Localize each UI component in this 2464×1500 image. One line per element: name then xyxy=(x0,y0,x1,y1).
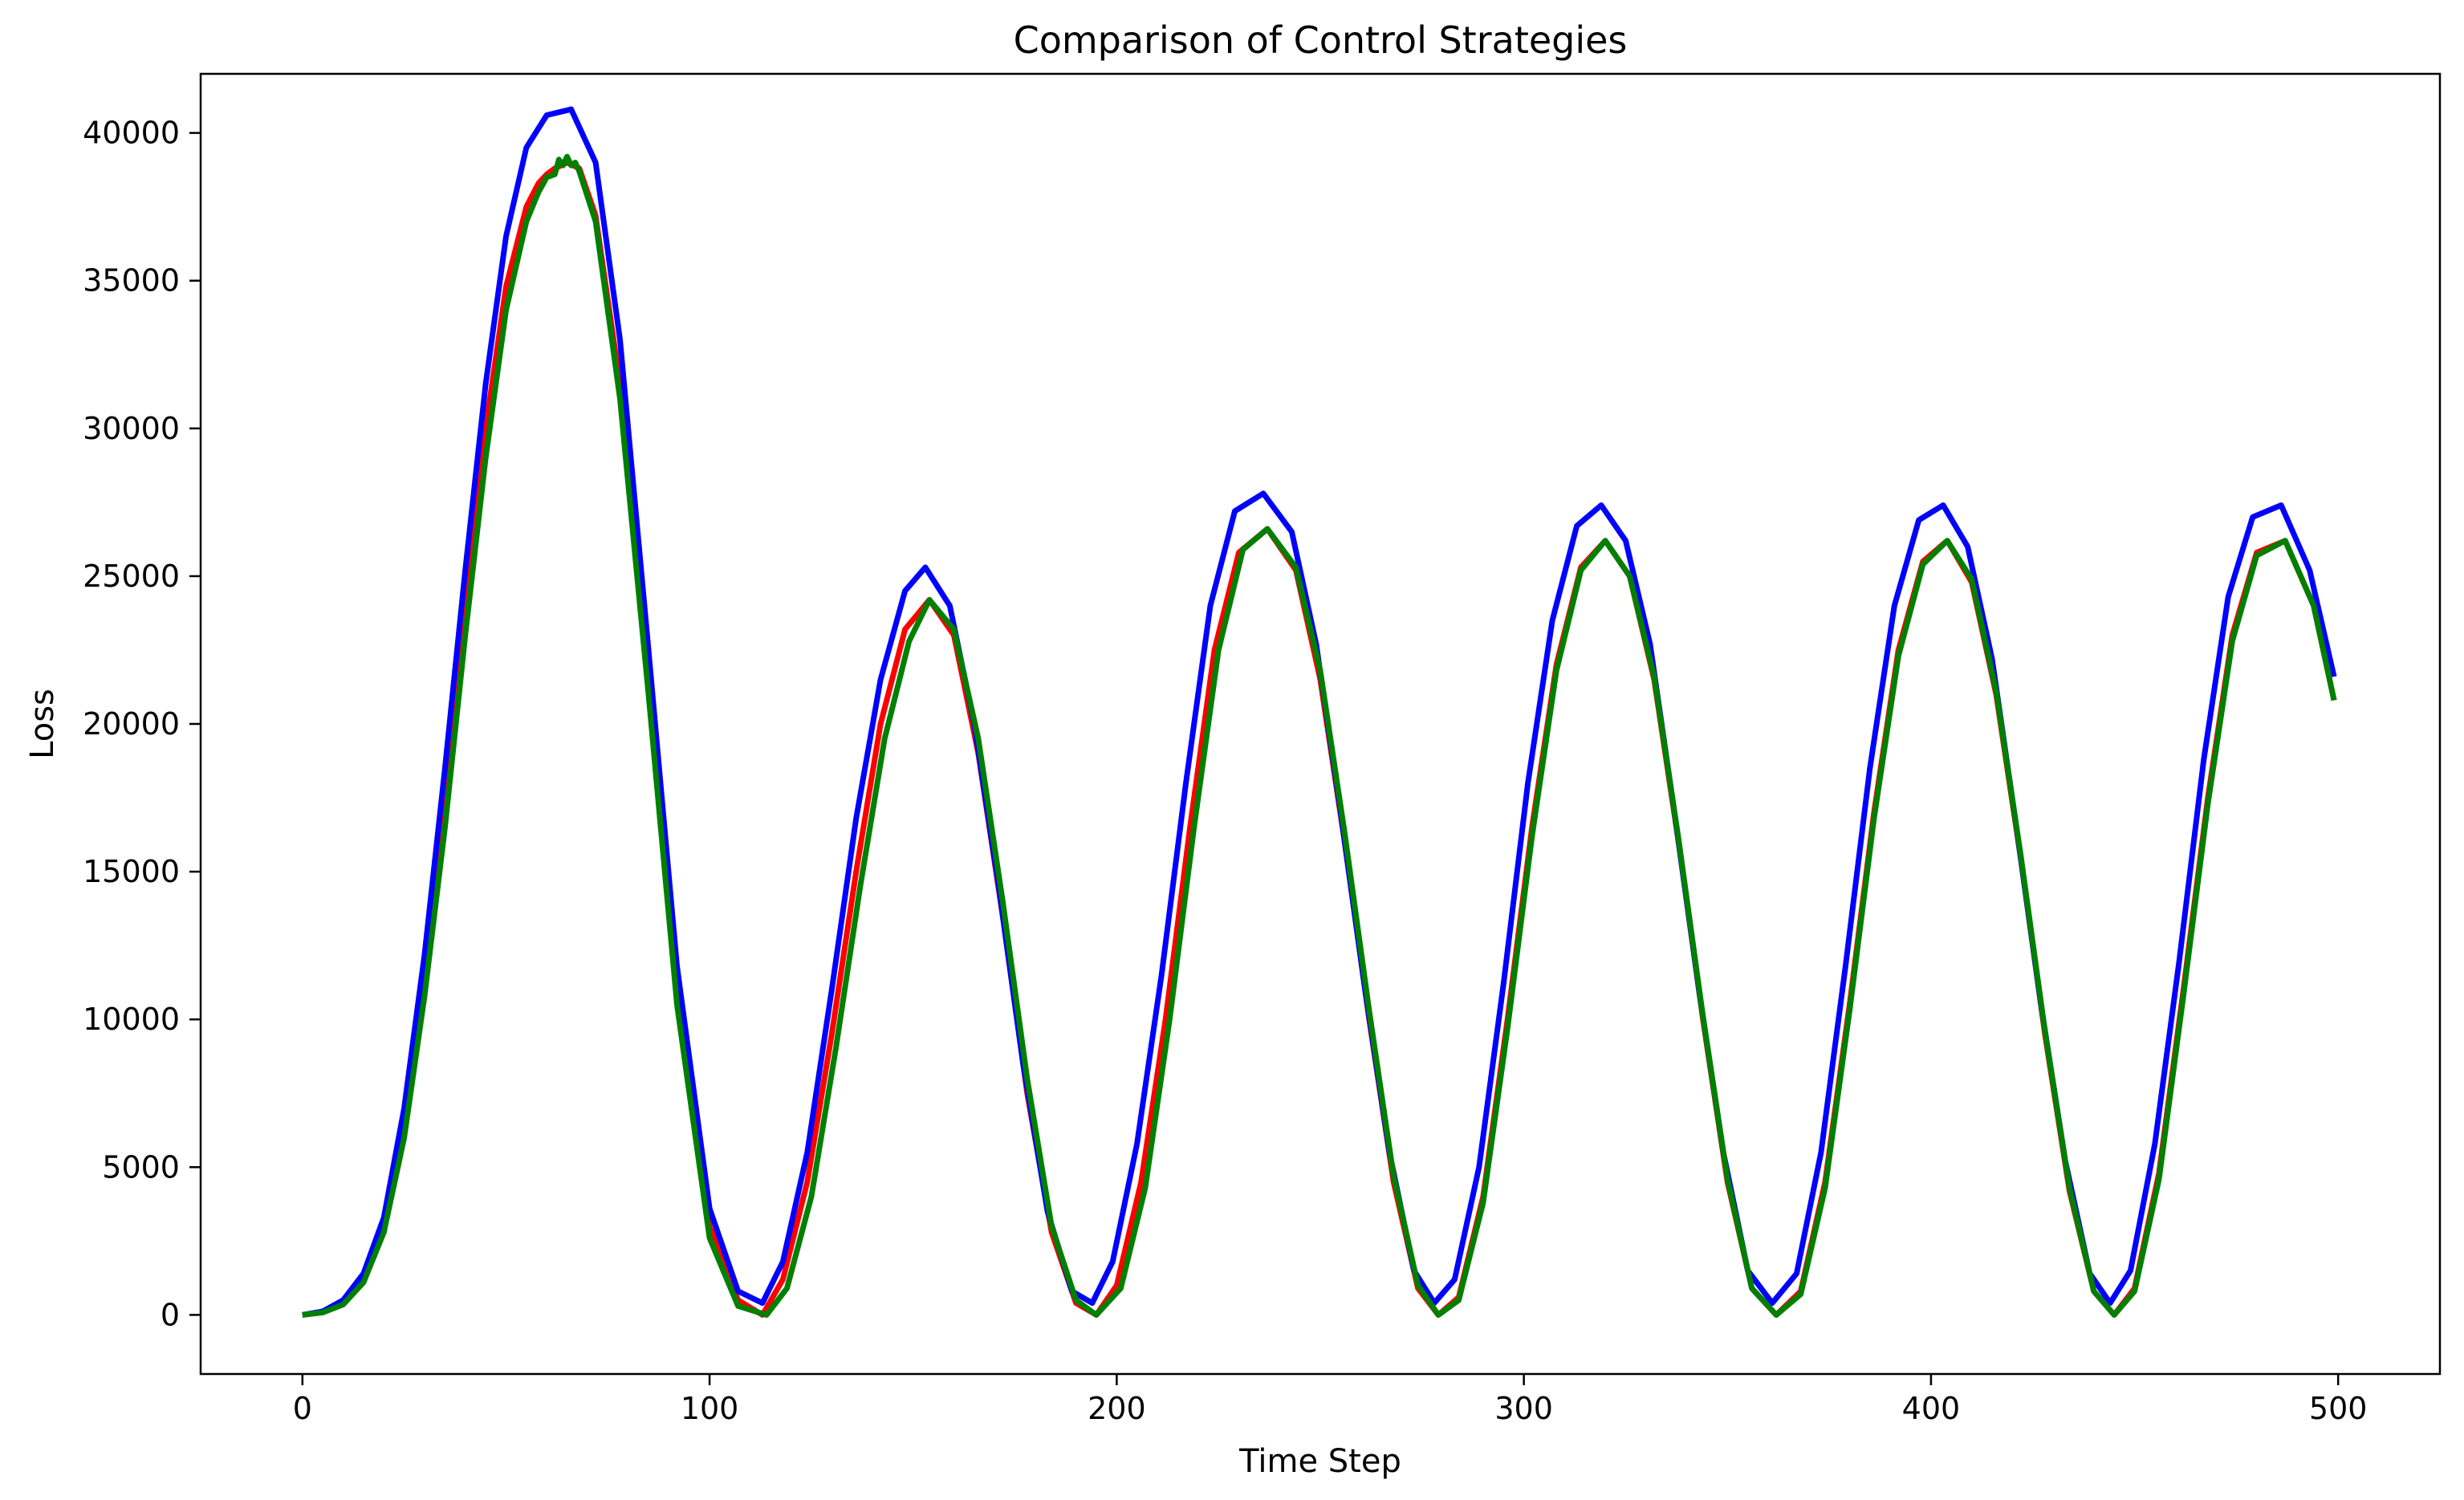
y-tick-label: 40000 xyxy=(83,116,180,151)
series-line-2 xyxy=(302,106,2337,1318)
y-axis-label: Loss xyxy=(24,689,61,759)
x-tick-label: 0 xyxy=(293,1391,312,1426)
x-axis: 0 100 200 300 400 500 xyxy=(293,1374,2368,1426)
y-tick-label: 30000 xyxy=(83,411,180,446)
y-axis: 0 5000 10000 15000 20000 25000 30000 35000 40000 xyxy=(83,116,201,1332)
x-tick-label: 200 xyxy=(1088,1391,1146,1426)
x-tick-label: 100 xyxy=(681,1391,739,1426)
y-tick-label: 25000 xyxy=(83,559,180,594)
x-tick-label: 400 xyxy=(1902,1391,1961,1426)
y-tick-label: 10000 xyxy=(83,1002,180,1037)
y-tick-label: 5000 xyxy=(102,1149,180,1185)
y-tick-label: 0 xyxy=(161,1297,180,1332)
x-axis-label: Time Step xyxy=(1238,1443,1401,1480)
y-tick-label: 35000 xyxy=(83,263,180,299)
series-line-3 xyxy=(302,153,2337,1318)
y-tick-label: 20000 xyxy=(83,706,180,742)
series-layer xyxy=(302,106,2337,1318)
x-tick-label: 300 xyxy=(1494,1391,1553,1426)
y-tick-label: 15000 xyxy=(83,854,180,889)
chart-title: Comparison of Control Strategies xyxy=(1014,18,1628,62)
x-tick-label: 500 xyxy=(2309,1391,2368,1426)
